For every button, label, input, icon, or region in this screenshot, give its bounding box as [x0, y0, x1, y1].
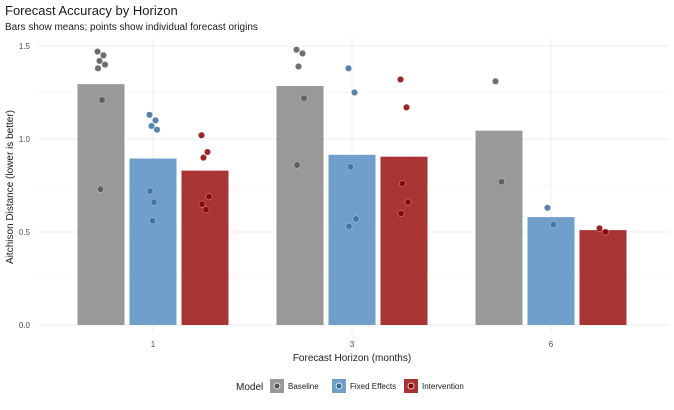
data-point [602, 228, 609, 236]
data-point [146, 111, 153, 119]
x-tick-label: 6 [549, 340, 554, 349]
data-point [300, 94, 308, 102]
x-tick-label: 3 [350, 340, 355, 349]
data-point [293, 46, 300, 54]
data-point [498, 178, 505, 186]
data-point [148, 122, 155, 130]
y-tick-label: 1.5 [19, 42, 31, 51]
data-point [345, 222, 353, 230]
data-point [153, 126, 161, 134]
data-point [146, 187, 154, 195]
chart-subtitle: Bars show means; points show individual … [5, 22, 258, 33]
data-point [205, 193, 213, 201]
data-point [351, 89, 358, 96]
data-point [295, 63, 302, 70]
x-tick-label: 1 [151, 340, 156, 349]
bar [579, 230, 627, 325]
data-point [101, 61, 109, 69]
legend-point [335, 382, 343, 390]
bar [475, 130, 523, 325]
data-point [202, 206, 210, 214]
data-point [345, 64, 352, 72]
data-point [204, 148, 211, 156]
bars [77, 84, 627, 326]
data-point [96, 57, 103, 65]
data-point [404, 198, 412, 206]
data-point [352, 215, 360, 223]
chart-title: Forecast Accuracy by Horizon [5, 3, 178, 18]
y-tick-label: 1.0 [19, 135, 31, 144]
data-point [149, 217, 156, 225]
legend: Model Baseline Fixed Effects Intervention [236, 379, 464, 393]
data-point [94, 64, 102, 72]
bar [527, 217, 575, 325]
legend-item: Baseline [270, 379, 319, 393]
data-point [397, 76, 404, 83]
data-point [293, 161, 301, 169]
data-point [198, 200, 206, 208]
bar [129, 158, 177, 325]
points [94, 46, 609, 236]
data-point [97, 185, 104, 193]
data-point [544, 204, 551, 212]
data-point [94, 48, 101, 56]
legend-item: Intervention [404, 379, 464, 393]
legend-point [407, 382, 415, 390]
data-point [347, 163, 354, 171]
legend-label: Baseline [288, 382, 319, 391]
x-tick-labels: 1 3 6 [151, 340, 554, 349]
data-point [152, 116, 159, 124]
data-point [98, 96, 106, 104]
data-point [150, 198, 158, 206]
bar [181, 170, 229, 325]
data-point [299, 49, 306, 57]
y-tick-label: 0.5 [19, 228, 31, 237]
data-point [200, 154, 207, 162]
data-point [100, 51, 107, 59]
legend-title: Model [236, 382, 263, 393]
x-axis-title: Forecast Horizon (months) [293, 353, 411, 364]
legend-label: Intervention [422, 382, 464, 391]
y-tick-labels: 0.0 0.5 1.0 1.5 [19, 42, 31, 330]
data-point [403, 103, 410, 111]
data-point [399, 180, 406, 188]
y-tick-label: 0.0 [19, 321, 31, 330]
data-point [492, 77, 499, 85]
legend-item: Fixed Effects [332, 379, 396, 393]
bar [276, 85, 324, 326]
legend-label: Fixed Effects [350, 382, 396, 391]
y-axis-title: Aitchison Distance (lower is better) [5, 110, 16, 264]
data-point [596, 224, 603, 232]
legend-point [273, 382, 281, 390]
data-point [397, 209, 405, 217]
data-point [550, 221, 557, 229]
bar [328, 154, 376, 325]
bar [77, 84, 125, 325]
data-point [198, 131, 205, 139]
